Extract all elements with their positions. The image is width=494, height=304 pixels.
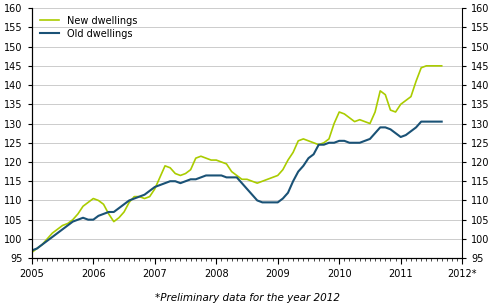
Old dwellings xyxy=(362,139,368,143)
Old dwellings xyxy=(285,191,291,195)
New dwellings xyxy=(254,181,260,185)
Old dwellings xyxy=(382,126,388,129)
New dwellings xyxy=(398,102,404,106)
New dwellings xyxy=(285,158,291,162)
Old dwellings xyxy=(254,199,260,202)
Text: *Preliminary data for the year 2012: *Preliminary data for the year 2012 xyxy=(155,293,339,303)
New dwellings xyxy=(362,120,368,123)
New dwellings xyxy=(439,64,445,68)
Old dwellings xyxy=(398,135,404,139)
Line: New dwellings: New dwellings xyxy=(32,66,442,252)
New dwellings xyxy=(382,93,388,96)
New dwellings xyxy=(423,64,429,68)
Old dwellings xyxy=(29,249,35,252)
Line: Old dwellings: Old dwellings xyxy=(32,122,442,250)
Old dwellings xyxy=(439,120,445,123)
Old dwellings xyxy=(331,141,337,145)
New dwellings xyxy=(331,122,337,125)
Legend: New dwellings, Old dwellings: New dwellings, Old dwellings xyxy=(37,13,140,42)
Old dwellings xyxy=(418,120,424,123)
New dwellings xyxy=(29,250,35,254)
